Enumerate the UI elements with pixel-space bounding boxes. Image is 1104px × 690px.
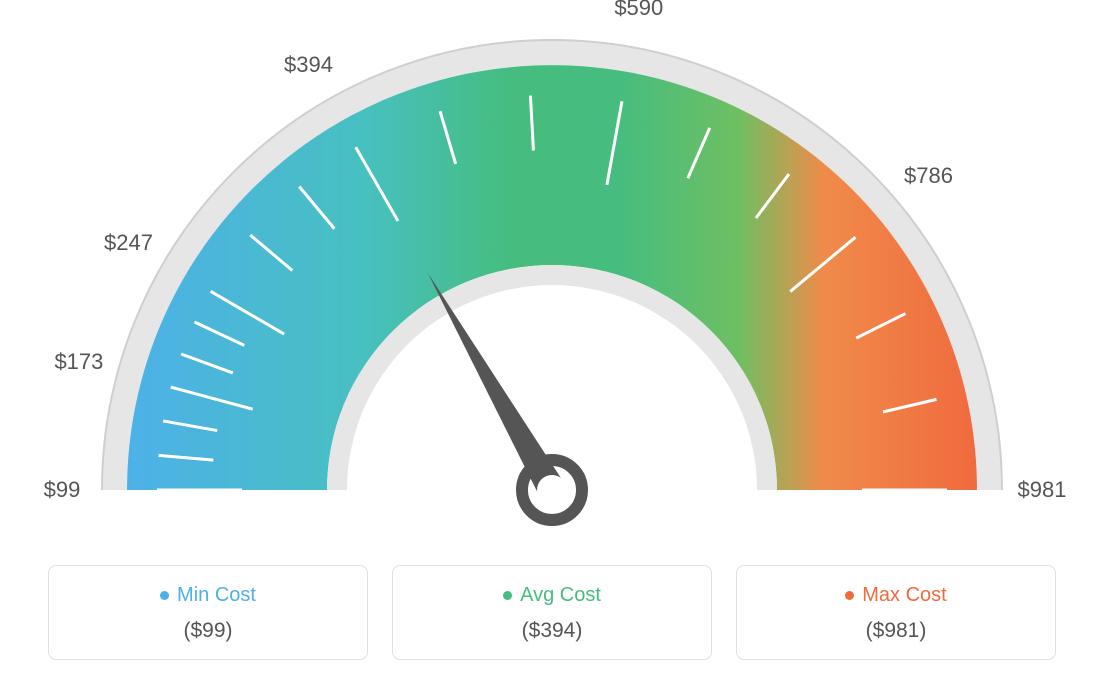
gauge-svg <box>0 0 1104 560</box>
legend-card-min: Min Cost ($99) <box>48 565 368 660</box>
gauge-tick-label: $786 <box>904 163 953 189</box>
gauge-tick-label: $981 <box>1018 477 1067 503</box>
gauge-tick-label: $99 <box>44 477 81 503</box>
gauge-tick-label: $173 <box>54 349 103 375</box>
legend-dot-min <box>160 591 169 600</box>
legend-title-max: Max Cost <box>845 584 946 607</box>
legend-dot-max <box>845 591 854 600</box>
legend-card-avg: Avg Cost ($394) <box>392 565 712 660</box>
legend-card-max: Max Cost ($981) <box>736 565 1056 660</box>
gauge-tick-label: $590 <box>614 0 663 21</box>
legend-label-min: Min Cost <box>177 584 256 607</box>
legend-label-avg: Avg Cost <box>520 584 601 607</box>
legend-row: Min Cost ($99) Avg Cost ($394) Max Cost … <box>0 565 1104 660</box>
cost-gauge: $99 $173 $247 $394 $590 $786 $981 <box>0 0 1104 560</box>
legend-dot-avg <box>503 591 512 600</box>
legend-value-min: ($99) <box>61 619 355 643</box>
legend-label-max: Max Cost <box>862 584 946 607</box>
gauge-tick-label: $247 <box>104 230 153 256</box>
legend-value-avg: ($394) <box>405 619 699 643</box>
legend-value-max: ($981) <box>749 619 1043 643</box>
gauge-tick-label: $394 <box>284 52 333 78</box>
legend-title-avg: Avg Cost <box>503 584 601 607</box>
legend-title-min: Min Cost <box>160 584 256 607</box>
